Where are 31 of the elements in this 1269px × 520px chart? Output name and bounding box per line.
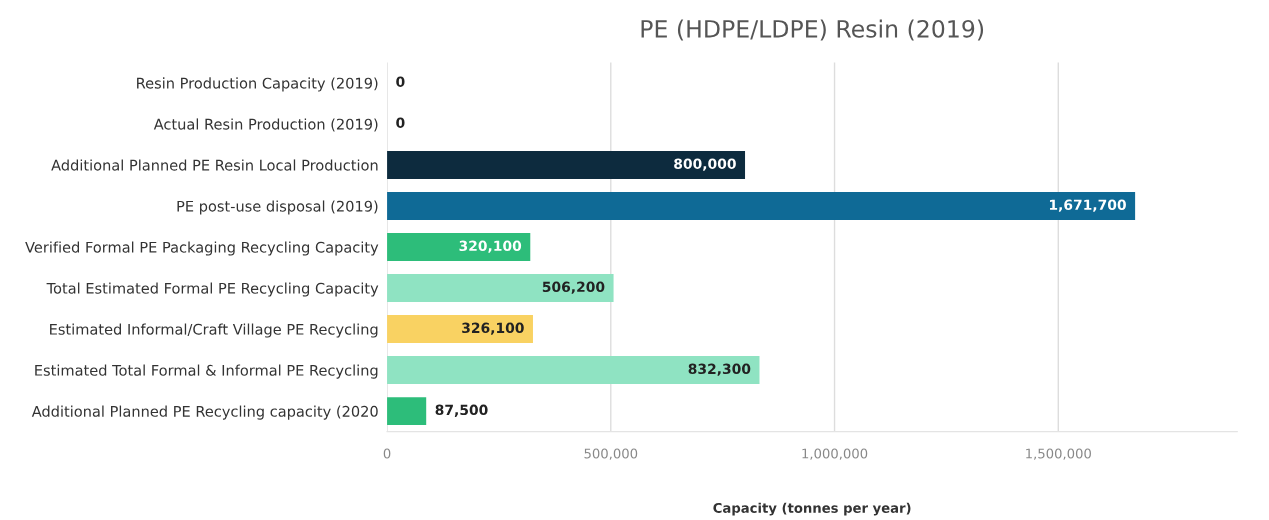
data-label: 800,000 <box>674 158 736 171</box>
y-tick-label: Resin Production Capacity (2019) <box>137 77 378 92</box>
x-tick-label: 0 <box>383 448 391 459</box>
data-label: 87,500 <box>435 404 488 417</box>
x-tick-label: 1,000,000 <box>802 448 868 460</box>
y-tick-label: PE post-use disposal (2019) <box>177 200 378 215</box>
data-label: 1,671,700 <box>1049 199 1126 212</box>
x-tick-label: 1,500,000 <box>1026 448 1091 460</box>
data-label: 0 <box>396 76 405 87</box>
x-axis-title: Capacity (tonnes per year) <box>713 502 911 516</box>
y-tick-label: Actual Resin Production (2019) <box>153 118 378 132</box>
y-tick-label: Total Estimated Formal PE Recycling Capacity <box>46 282 379 297</box>
data-label: 326,100 <box>462 322 524 335</box>
data-label: 320,100 <box>459 240 522 253</box>
data-label: 506,200 <box>542 281 605 294</box>
bar <box>387 274 614 302</box>
bar <box>387 192 1136 220</box>
x-tick-label: 500,000 <box>584 448 638 460</box>
bar <box>387 315 533 343</box>
y-tick-label: Estimated Informal/Craft Village PE Recycling <box>50 323 378 338</box>
data-label: 832,300 <box>688 363 751 376</box>
bar <box>387 233 531 261</box>
bar <box>387 151 746 179</box>
y-tick-label: Additional Planned PE Resin Local Production <box>51 159 378 171</box>
chart-title: PE (HDPE/LDPE) Resin (2019) <box>641 19 984 41</box>
bar <box>387 397 427 426</box>
data-label: 0 <box>396 117 405 128</box>
y-tick-label: Estimated Total Formal & Informal PE Recycling <box>35 364 378 379</box>
bar <box>387 356 760 385</box>
y-tick-label: Additional Planned PE Recycling capacity (2020 <box>31 405 378 420</box>
y-tick-label: Verified Formal PE Packaging Recycling Capacity <box>25 241 379 256</box>
